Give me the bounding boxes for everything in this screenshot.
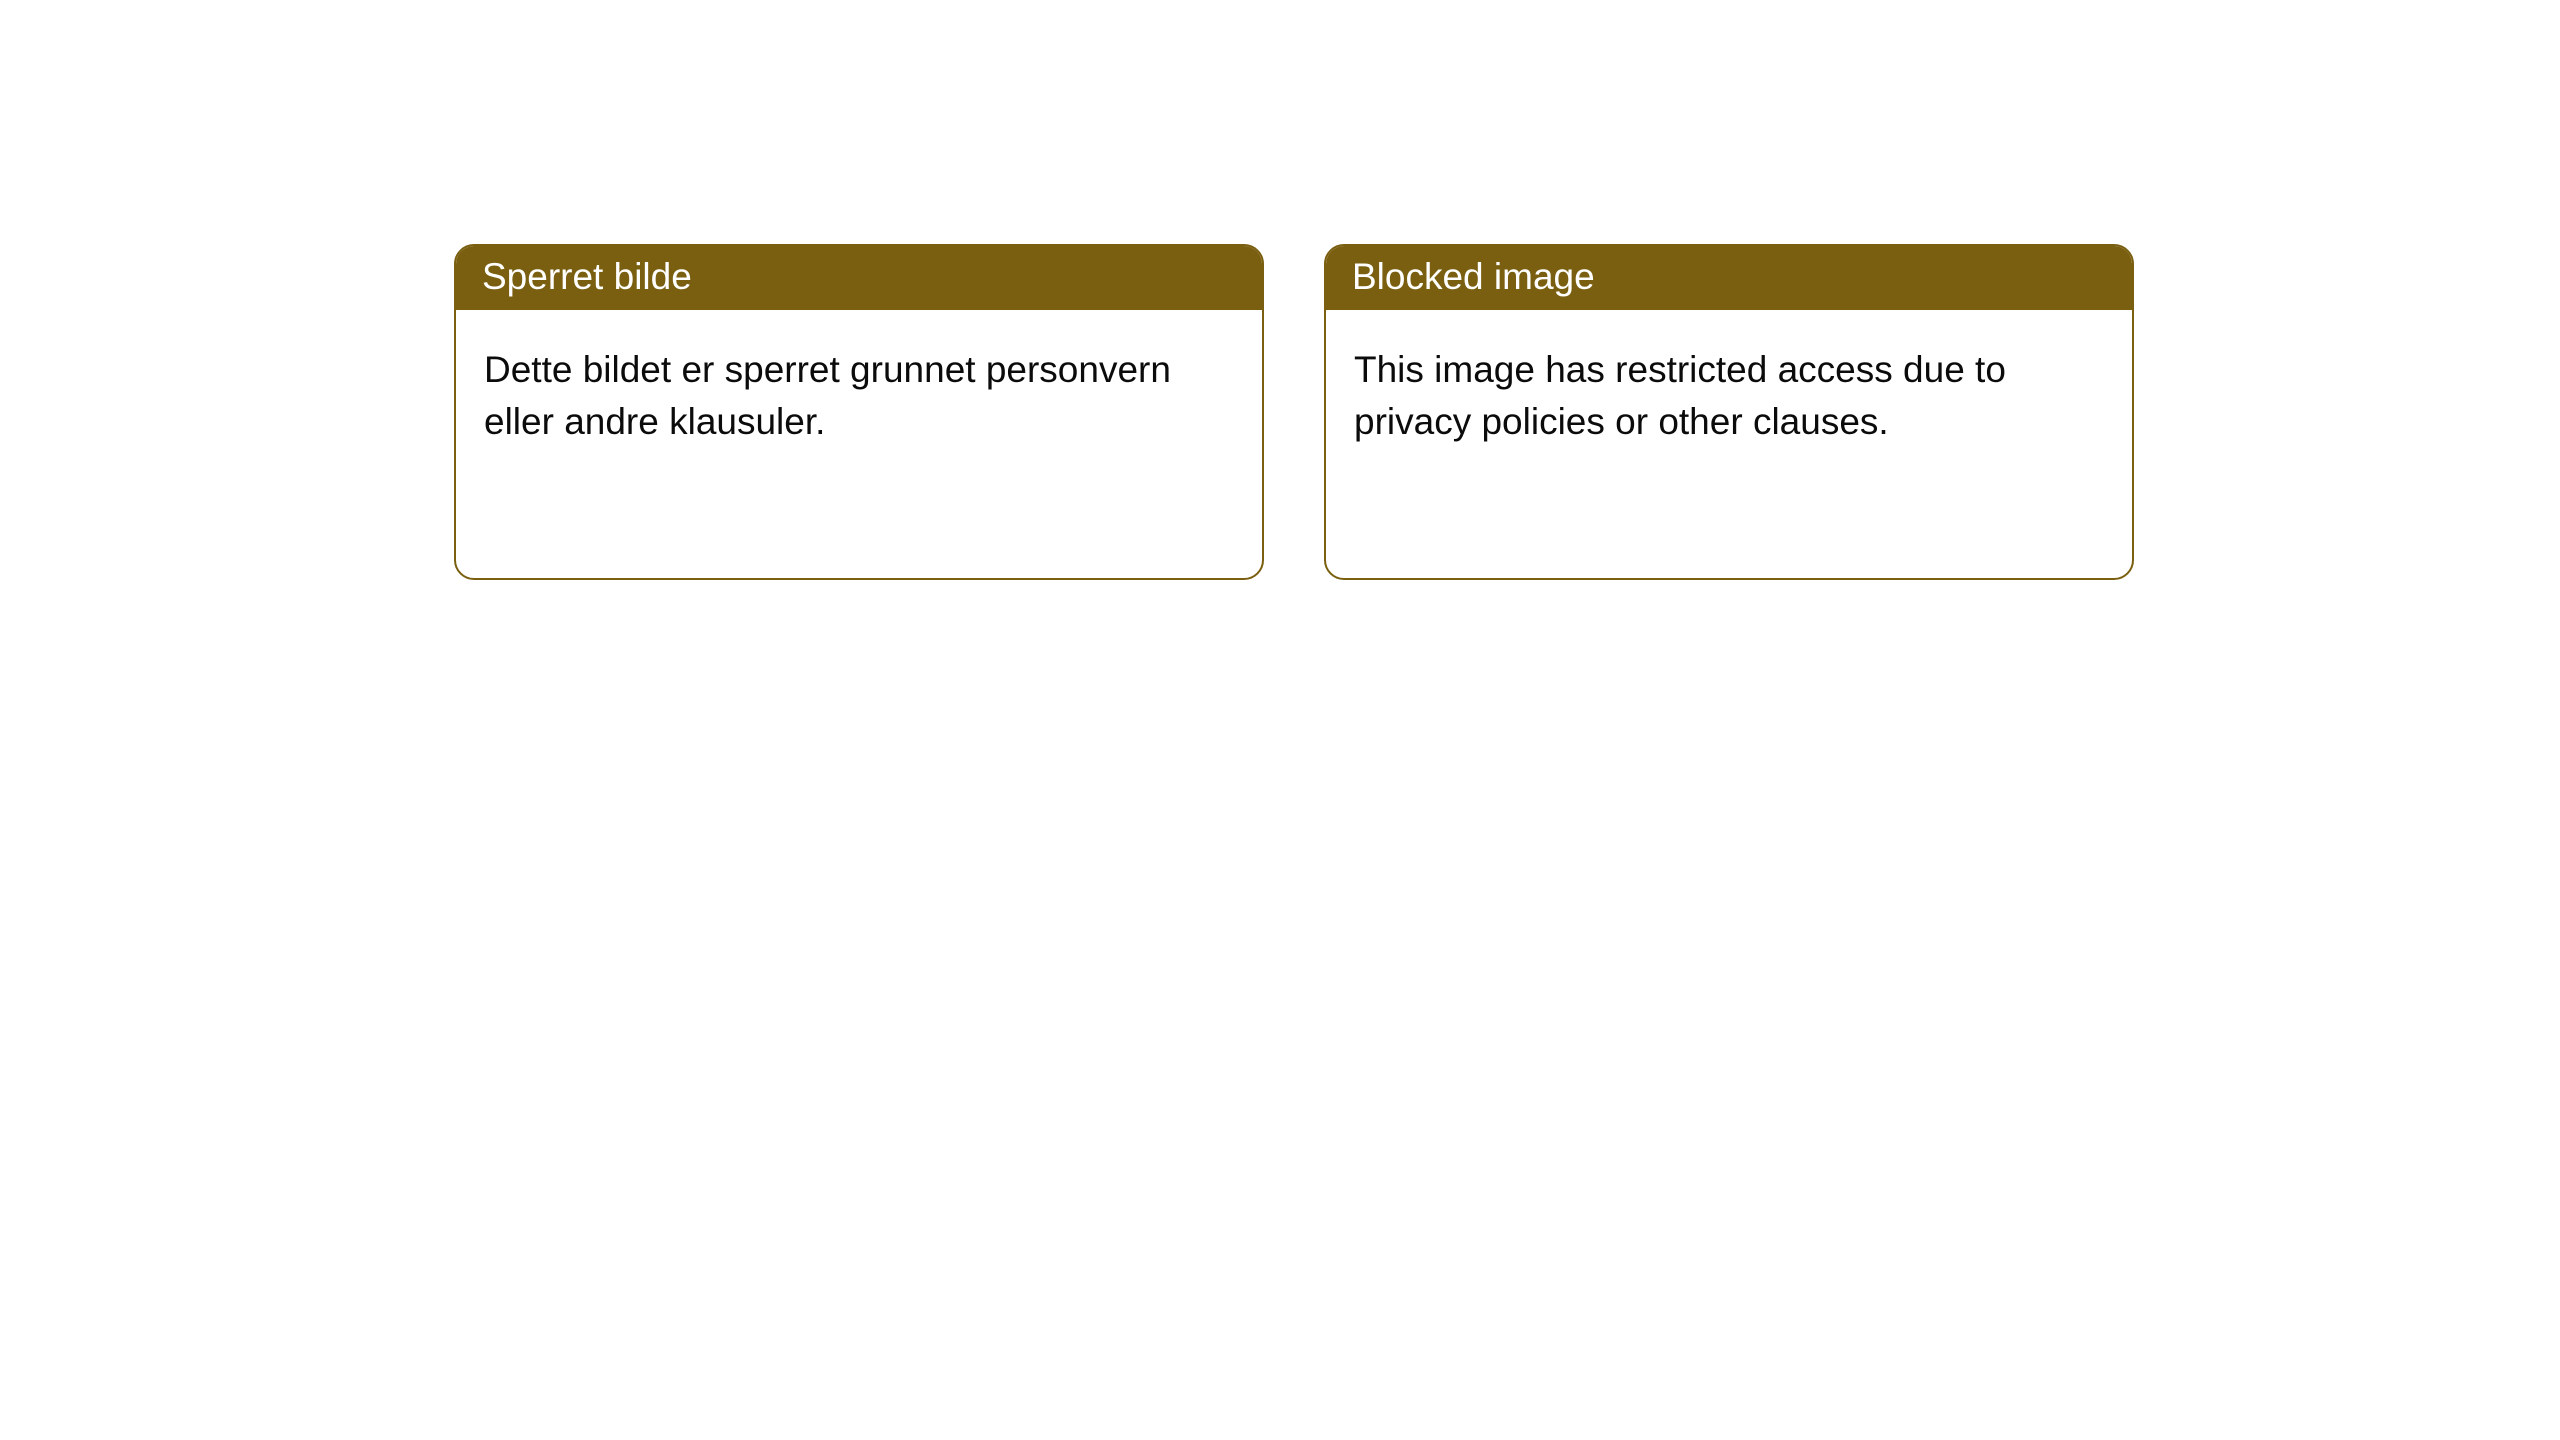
blocked-image-card-en: Blocked image This image has restricted …: [1324, 244, 2134, 580]
card-header-en: Blocked image: [1326, 246, 2132, 310]
card-header-no: Sperret bilde: [456, 246, 1262, 310]
card-body-en: This image has restricted access due to …: [1326, 310, 2132, 482]
card-body-no: Dette bildet er sperret grunnet personve…: [456, 310, 1262, 482]
cards-container: Sperret bilde Dette bildet er sperret gr…: [0, 0, 2560, 580]
blocked-image-card-no: Sperret bilde Dette bildet er sperret gr…: [454, 244, 1264, 580]
